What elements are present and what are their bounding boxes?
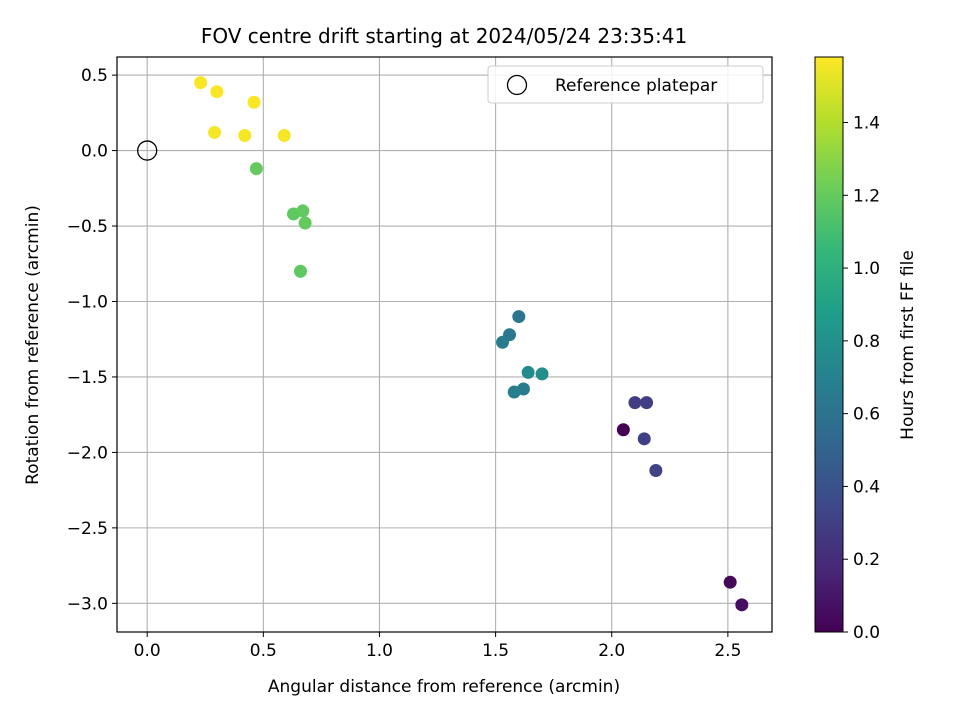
legend-reference-marker (506, 74, 528, 96)
grid (117, 57, 772, 632)
y-tick-label: 0.0 (81, 142, 108, 162)
colorbar (814, 56, 844, 633)
chart-title: FOV centre drift starting at 2024/05/24 … (201, 24, 687, 48)
colorbar-tick-label: 0.2 (853, 550, 880, 570)
data-point (249, 162, 263, 176)
colorbar-label: Hours from first FF file (898, 250, 918, 440)
data-point (535, 367, 549, 381)
data-point (293, 264, 307, 278)
y-tick-label: −0.5 (67, 217, 108, 237)
colorbar-tick-label: 0.6 (853, 405, 880, 425)
data-point (649, 464, 663, 478)
x-tick-label: 2.0 (598, 641, 625, 661)
colorbar-tick-label: 1.0 (853, 259, 880, 279)
y-tick-label: 0.5 (81, 66, 108, 86)
colorbar-tick-label: 0.8 (853, 332, 880, 352)
x-tick-label: 1.0 (366, 641, 393, 661)
data-point (640, 396, 654, 410)
data-point (298, 216, 312, 230)
y-tick-label: −1.0 (67, 292, 108, 312)
y-tick-label: −2.5 (67, 519, 108, 539)
x-tick-label: 2.5 (714, 641, 741, 661)
data-point (277, 128, 291, 142)
data-point (247, 95, 261, 109)
colorbar-tick-label: 1.2 (853, 186, 880, 206)
x-tick-label: 0.0 (134, 641, 161, 661)
data-point (296, 204, 310, 218)
data-point (735, 598, 749, 612)
reference-marker (137, 140, 158, 161)
y-tick-label: −1.5 (67, 368, 108, 388)
x-tick-label: 0.5 (250, 641, 277, 661)
reference-marker-group (137, 140, 158, 161)
y-axis-ticks: 0.5 0.0 −0.5 −1.0 −1.5 −2.0 −2.5 −3.0 (67, 66, 117, 614)
data-point (616, 423, 630, 437)
data-points (194, 76, 749, 612)
colorbar-ticks: 0.0 0.2 0.4 0.6 0.8 1.0 1.2 1.4 (843, 114, 880, 643)
x-tick-label: 1.5 (482, 641, 509, 661)
data-point (496, 335, 510, 349)
legend-box (487, 65, 764, 104)
x-axis-label: Angular distance from reference (arcmin) (268, 677, 620, 697)
y-tick-label: −2.0 (67, 443, 108, 463)
data-point (507, 385, 521, 399)
legend: Reference platepar (487, 65, 764, 104)
x-axis-ticks: 0.0 0.5 1.0 1.5 2.0 2.5 (134, 632, 741, 661)
data-point (208, 125, 222, 139)
data-point (521, 365, 535, 379)
colorbar-tick-label: 1.4 (853, 114, 880, 134)
colorbar-tick-label: 0.4 (853, 477, 880, 497)
legend-entry-label: Reference platepar (555, 76, 717, 96)
data-point (723, 575, 737, 589)
data-point (628, 396, 642, 410)
data-point (194, 76, 208, 90)
data-point (512, 310, 526, 324)
y-tick-label: −3.0 (67, 594, 108, 614)
y-axis-label: Rotation from reference (arcmin) (23, 205, 43, 485)
data-point (637, 432, 651, 446)
colorbar-tick-label: 0.0 (853, 623, 880, 643)
plot-frame (116, 56, 773, 633)
data-point (238, 128, 252, 142)
data-point (210, 85, 224, 99)
